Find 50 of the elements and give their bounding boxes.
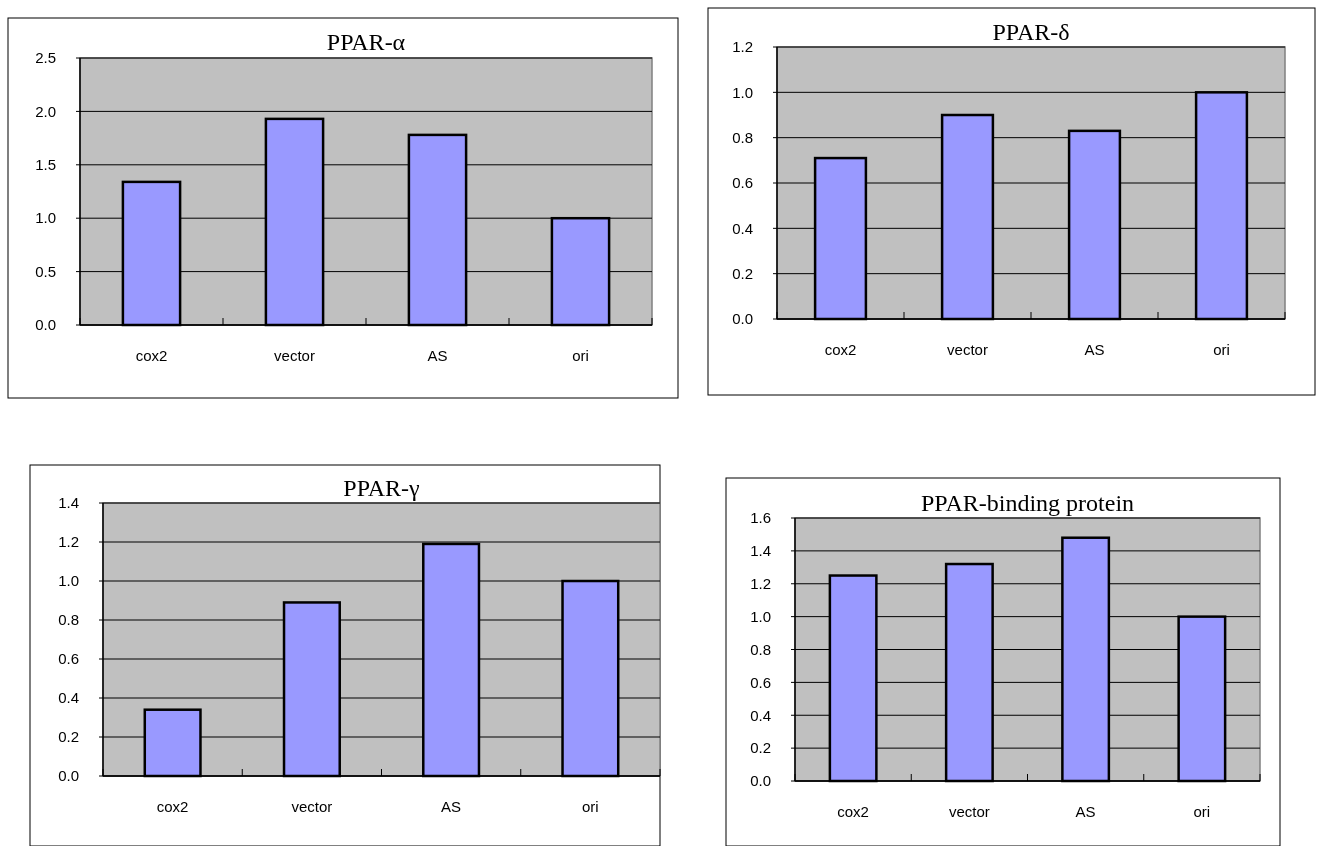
y-tick-label: 0.2 — [750, 739, 771, 757]
chart-title: PPAR-δ — [992, 19, 1070, 45]
y-tick-label: 0.5 — [35, 262, 56, 280]
y-tick-label: 0.0 — [58, 767, 79, 785]
y-tick-label: 1.4 — [750, 542, 771, 560]
x-tick-label: AS — [427, 347, 448, 364]
y-tick-label: 0.4 — [750, 706, 771, 724]
y-tick-label: 0.0 — [35, 316, 56, 334]
y-tick-label: 1.2 — [58, 533, 79, 551]
x-tick-label: cox2 — [156, 798, 189, 815]
y-tick-label: 0.8 — [58, 611, 79, 629]
y-tick-label: 1.4 — [58, 494, 79, 512]
y-tick-label: 0.8 — [750, 640, 771, 658]
y-tick-label: 0.6 — [58, 650, 79, 668]
y-tick-label: 1.5 — [35, 156, 56, 174]
x-tick-label: ori — [572, 347, 589, 364]
x-tick-label: cox2 — [824, 341, 857, 358]
y-tick-label: 0.8 — [732, 128, 753, 146]
y-tick-label: 1.0 — [750, 607, 771, 625]
y-tick-label: 1.2 — [732, 38, 753, 56]
y-tick-label: 0.0 — [750, 772, 771, 790]
y-tick-label: 0.4 — [58, 689, 79, 707]
x-tick-label: vector — [947, 341, 988, 358]
y-tick-label: 1.0 — [732, 83, 753, 101]
chart-title: PPAR-γ — [343, 475, 421, 501]
x-tick-label: cox2 — [837, 803, 869, 820]
x-tick-label: ori — [582, 798, 599, 815]
y-tick-label: 0.2 — [58, 728, 79, 746]
chart-title: PPAR-α — [326, 29, 406, 55]
y-tick-label: 1.2 — [750, 575, 771, 592]
x-tick-label: cox2 — [135, 347, 168, 364]
chart-title: PPAR-binding protein — [920, 490, 1135, 516]
y-tick-label: 0.6 — [732, 174, 753, 192]
x-tick-label: ori — [1193, 803, 1211, 820]
x-tick-label: AS — [441, 798, 462, 815]
x-tick-label: AS — [1084, 341, 1105, 358]
x-tick-label: AS — [1075, 803, 1096, 820]
y-tick-label: 0.0 — [732, 310, 753, 328]
y-tick-label: 0.6 — [750, 673, 771, 691]
x-tick-label: vector — [948, 803, 990, 820]
y-tick-label: 1.0 — [35, 209, 56, 227]
y-tick-label: 2.0 — [35, 102, 56, 120]
y-tick-label: 2.5 — [35, 49, 56, 67]
y-tick-label: 0.4 — [732, 219, 753, 237]
x-tick-label: vector — [291, 798, 333, 815]
y-tick-label: 0.2 — [732, 264, 753, 282]
y-tick-label: 1.6 — [750, 509, 771, 527]
y-tick-label: 1.0 — [58, 572, 79, 590]
x-tick-label: ori — [1213, 341, 1230, 358]
x-tick-label: vector — [274, 347, 315, 364]
